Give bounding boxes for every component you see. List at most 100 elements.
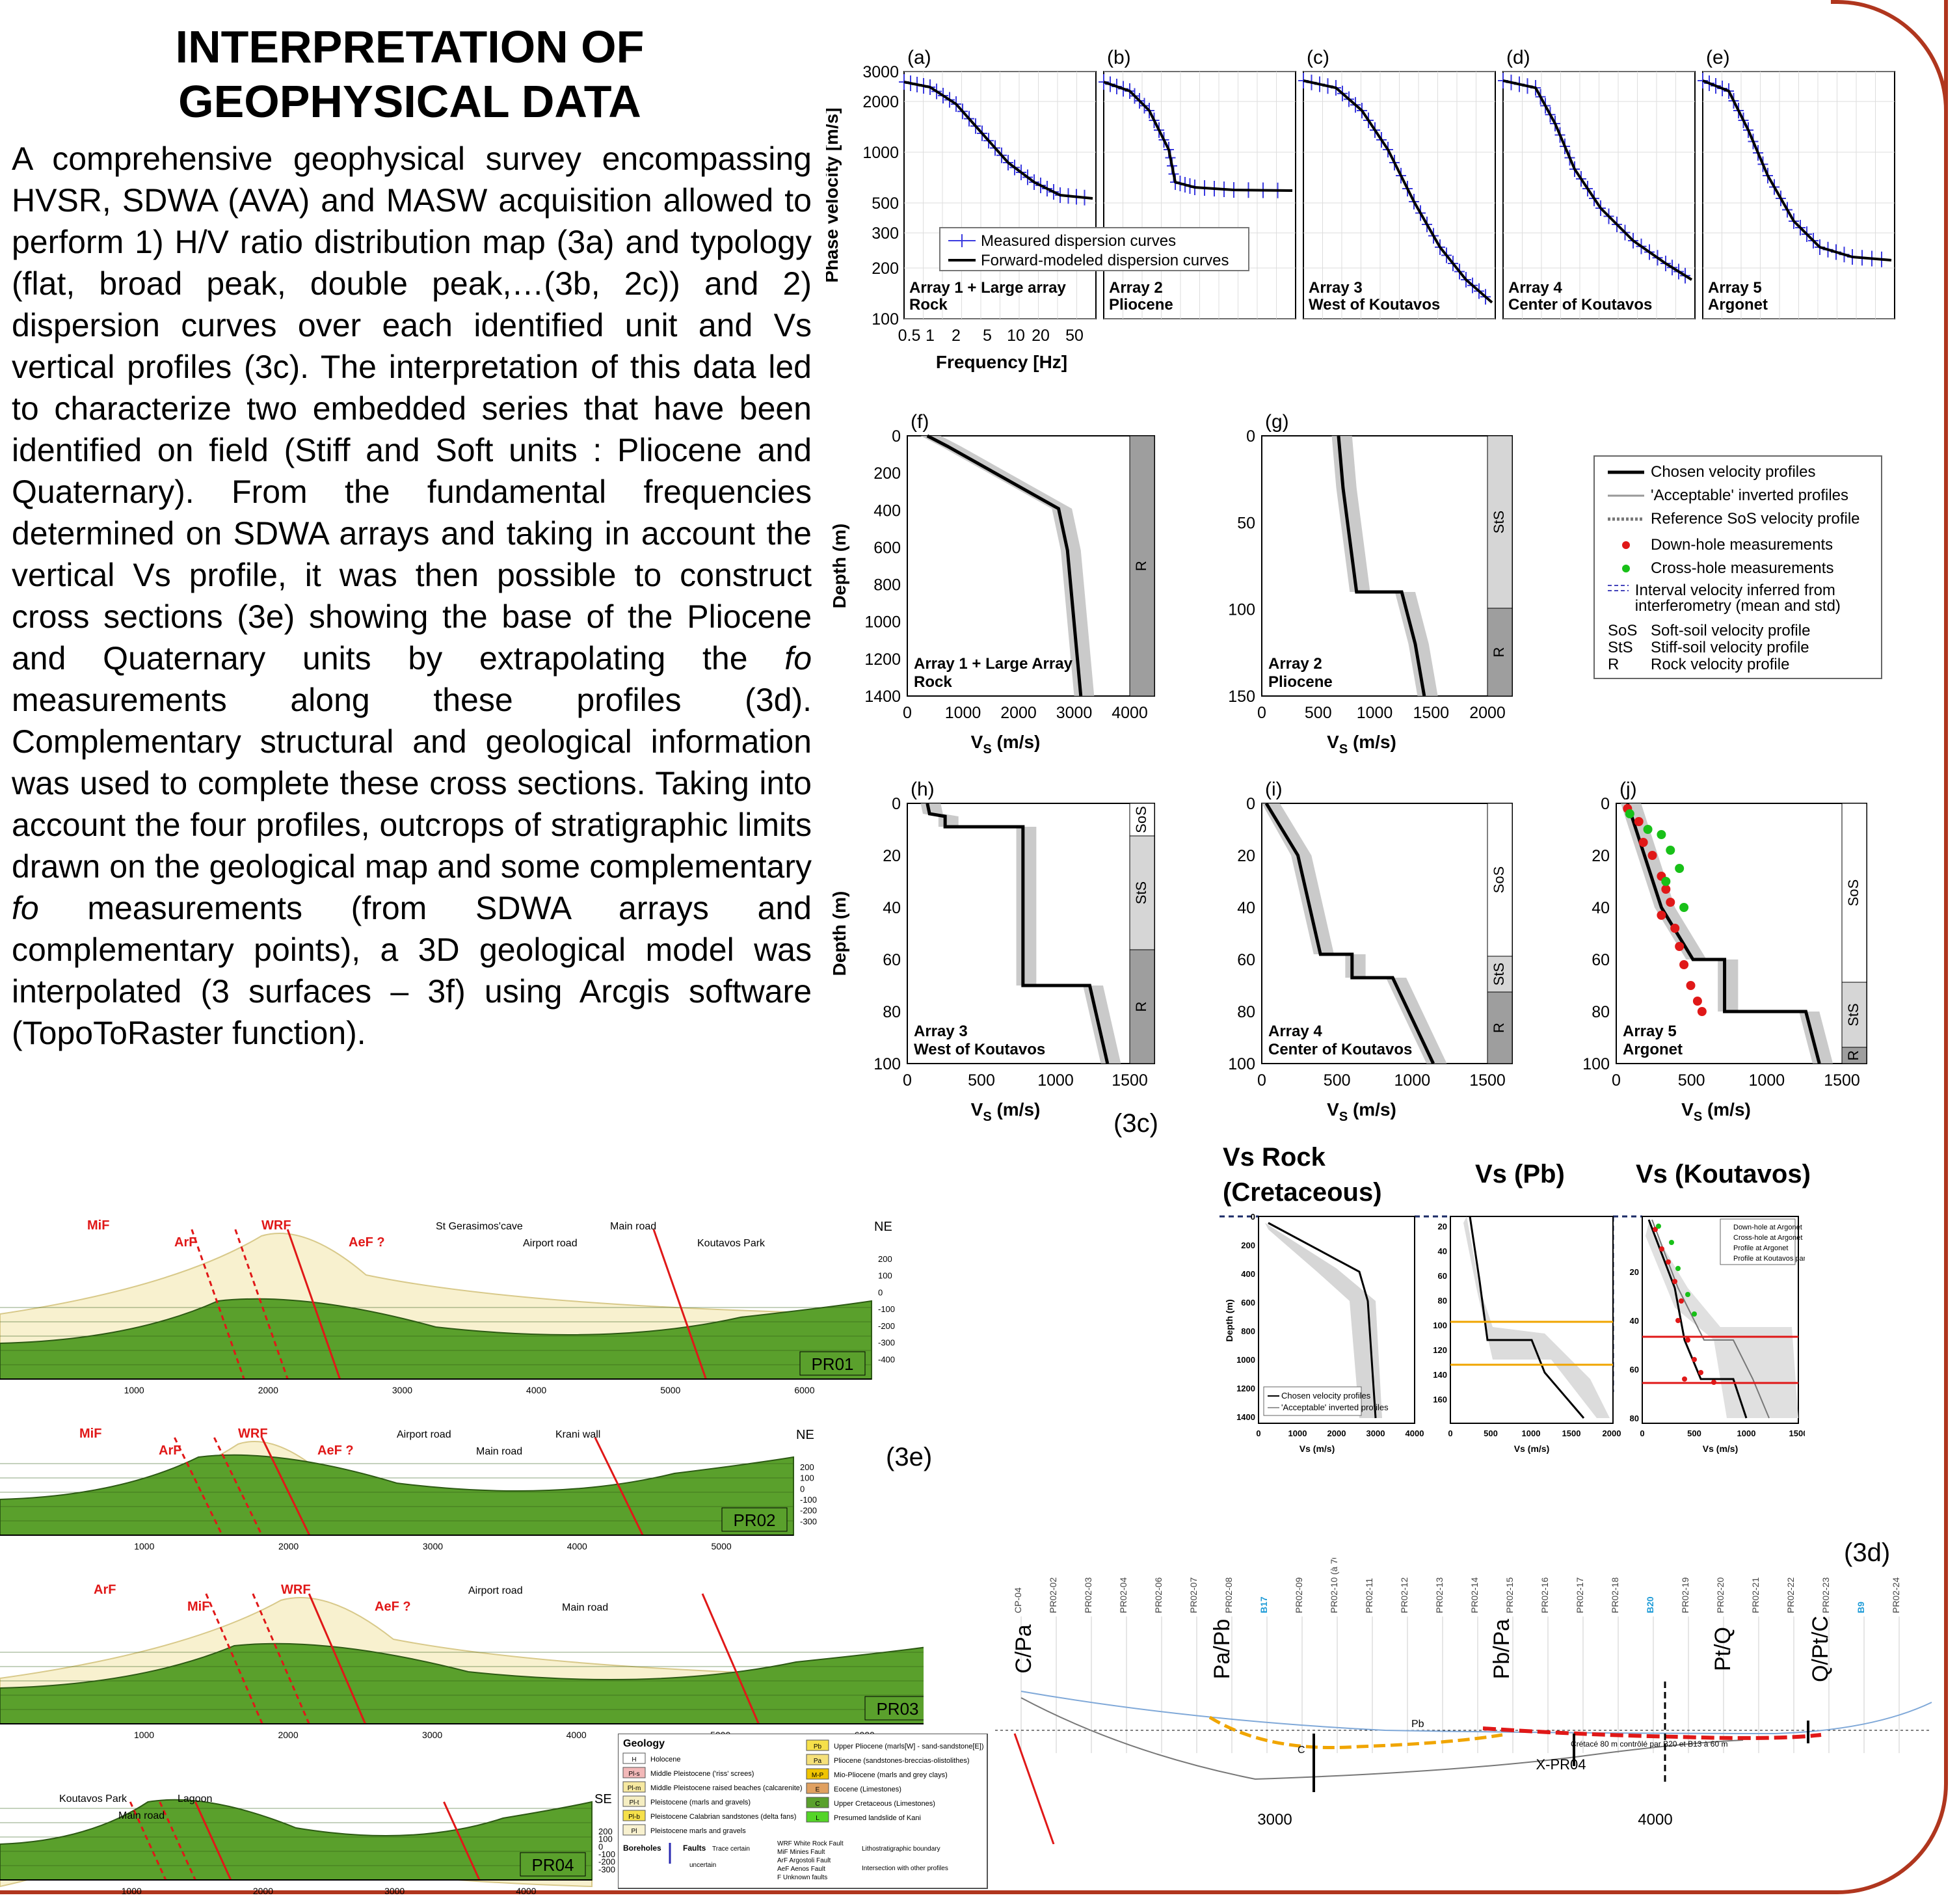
section-2-label-3: AeF ?	[375, 1600, 411, 1614]
xlabel-unit: (m/s)	[1348, 732, 1396, 752]
rock-ytick: 400	[1241, 1269, 1255, 1279]
profile3d-pa	[1208, 1715, 1503, 1749]
unit-label-StS: StS	[1491, 963, 1507, 986]
profile-3d-figure: CP-04 PR02-02 PR02-03 PR02-04 PR02-06 PR02-07…	[995, 1558, 1932, 1844]
section-0-xtick: 5000	[660, 1385, 680, 1395]
legend-acceptable: 'Acceptable' inverted profiles	[1608, 487, 1848, 504]
downhole-point	[1670, 924, 1680, 933]
section-3-elev: -300	[598, 1864, 615, 1874]
fault-line	[594, 1437, 644, 1536]
profile-xtick: 0	[903, 704, 912, 722]
kout-crosshole	[1692, 1311, 1697, 1317]
body-text-segment: A comprehensive geophysical survey encom…	[12, 141, 812, 677]
profile3d-unit-0: C/Pa	[1011, 1624, 1036, 1674]
xlabel-sub: S	[1339, 742, 1348, 757]
xlabel-unit: (m/s)	[992, 732, 1041, 752]
geo-code-left: Pl	[632, 1828, 637, 1835]
profile-ytick: 100	[1582, 1055, 1610, 1073]
crosshole-point	[1666, 846, 1675, 855]
fault-line	[286, 1229, 341, 1380]
pb-ytick: 100	[1433, 1321, 1447, 1330]
crosshole-point	[1657, 830, 1666, 839]
pb-xtick: 1500	[1562, 1428, 1581, 1438]
geo-fault-name: ArF Argostoli Fault	[777, 1857, 831, 1864]
kout-downhole	[1711, 1380, 1716, 1385]
geo-desc-left: Middle Pleistocene raised beaches (calca…	[650, 1784, 803, 1792]
profile-xtick: 500	[968, 1071, 995, 1090]
pb-chosen	[1469, 1216, 1585, 1419]
downhole-point	[1692, 997, 1702, 1006]
kout-crosshole	[1669, 1240, 1674, 1245]
panel-letter-4: (e)	[1706, 47, 1730, 68]
section-2-label-5: Main road	[562, 1602, 608, 1613]
profile3d-point-11: PR02-12	[1399, 1577, 1409, 1613]
geo-swatch-left	[622, 1824, 646, 1836]
section-2-label-1: MiF	[187, 1600, 209, 1614]
profile-ytick: 100	[1228, 1055, 1255, 1073]
y-axis-label: Phase velocity [m/s]	[826, 107, 842, 282]
chosen-profile-1	[1337, 435, 1426, 697]
section-0-name: PR01	[811, 1354, 853, 1374]
y-tick: 500	[872, 194, 899, 213]
unit-strip-R	[1129, 949, 1155, 1064]
legend-measured: Measured dispersion curves	[981, 232, 1176, 250]
section-3-xtick: 1000	[122, 1886, 142, 1896]
section-0-direction: NE	[874, 1220, 892, 1234]
profile-ytick: 60	[1237, 951, 1255, 969]
profile-xtick: 0	[903, 1071, 912, 1090]
profile-xtick: 3000	[1056, 704, 1093, 722]
fault-line	[261, 1437, 311, 1536]
kout-acceptable	[1646, 1223, 1798, 1418]
section-2-xtick: 1000	[134, 1730, 154, 1740]
kout-crosshole	[1656, 1224, 1661, 1229]
section-2-xtick: 4000	[566, 1730, 587, 1740]
geo-desc-right: Pliocene (sandstones-breccias-olistolith…	[834, 1757, 969, 1765]
chosen-profile-0	[926, 434, 1083, 697]
geo-code-left: Pl-s	[628, 1771, 639, 1778]
rock-chosen	[1268, 1222, 1377, 1419]
profile3d-unit-2: Pb/Pa	[1489, 1619, 1514, 1680]
profile3d-point-14: PR02-15	[1504, 1577, 1515, 1613]
section-0-label-2: WRF	[261, 1218, 291, 1233]
section-1-name-box	[721, 1507, 788, 1532]
profile-xtick: 500	[1324, 1071, 1351, 1090]
body-text: A comprehensive geophysical survey encom…	[12, 138, 812, 1054]
section-3-label-0: Koutavos Park	[59, 1793, 127, 1804]
kout-downhole	[1685, 1337, 1690, 1343]
panel-label-1-3: Array 4	[1508, 279, 1562, 297]
xlabel-sub: S	[983, 1110, 991, 1124]
section-2-name-box	[864, 1696, 924, 1721]
caption-3e: (3e)	[886, 1443, 933, 1471]
crosshole-point	[1625, 809, 1634, 818]
geo-swatch-right	[806, 1811, 829, 1823]
unit-label-R: R	[1133, 561, 1149, 571]
y-tick: 1000	[862, 144, 899, 162]
profile-ytick: 1400	[864, 688, 901, 706]
geo-uncertain: uncertain	[689, 1862, 716, 1869]
section-3-label-1: Main road	[118, 1810, 165, 1821]
disp-legend-box	[939, 227, 1249, 271]
kout-ytick: 20	[1630, 1267, 1639, 1277]
x-tick: 10	[1007, 327, 1025, 345]
geo-desc-right: Presumed landslide of Kani	[834, 1814, 921, 1822]
section-0-label-7: Koutavos Park	[697, 1238, 766, 1249]
acceptable-profiles-3	[1262, 803, 1447, 1064]
section-0-elev: -400	[878, 1354, 895, 1364]
section-2-label-2: WRF	[281, 1583, 311, 1597]
pb-ytick: 160	[1433, 1395, 1447, 1404]
section-0-elev: 0	[878, 1287, 883, 1297]
profile-ytick: 60	[1592, 951, 1610, 969]
profile-xlabel-4: VS (m/s)	[1681, 1099, 1751, 1124]
x-tick: 0.5	[898, 327, 921, 345]
fault-line	[234, 1229, 289, 1380]
xlabel-v: V	[1327, 1099, 1339, 1120]
unit-strip-SoS	[1841, 803, 1867, 983]
geology-legend: Geology H Holocene Pl-s Middle Pleistocene (…	[618, 1734, 988, 1889]
profile3d-xpr04: X-PR04	[1536, 1756, 1586, 1773]
profile3d-point-20: PR02-20	[1715, 1577, 1726, 1613]
section-0-xtick: 3000	[392, 1385, 412, 1395]
fault-line	[443, 1801, 481, 1881]
profile3d-point-4: PR02-06	[1153, 1577, 1164, 1613]
